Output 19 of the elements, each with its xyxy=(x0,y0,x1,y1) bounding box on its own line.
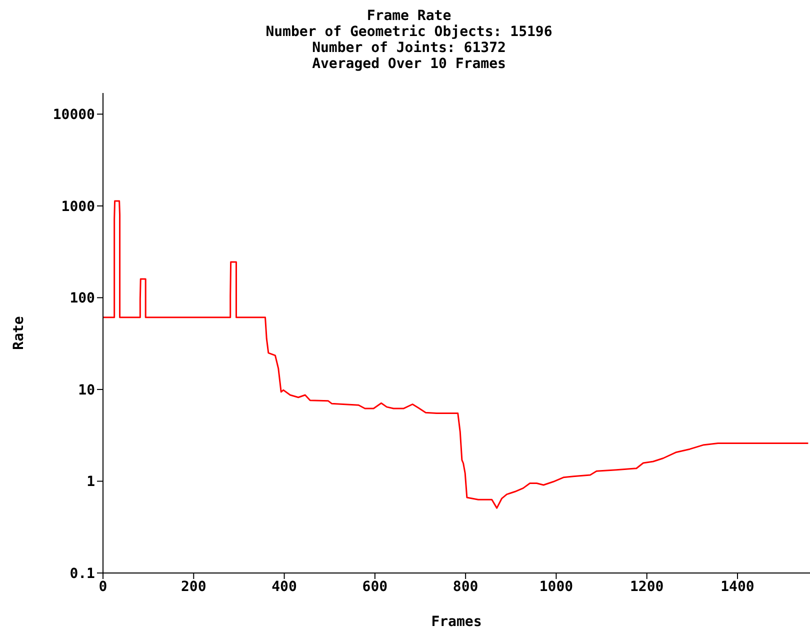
y-tick-label: 100 xyxy=(70,290,95,307)
x-tick-label: 0 xyxy=(98,578,108,595)
x-tick-label: 1200 xyxy=(630,578,664,595)
y-tick-label: 10000 xyxy=(52,107,95,124)
y-tick-label: 1 xyxy=(86,474,95,490)
x-tick-label: 400 xyxy=(272,578,297,595)
x-tick-label: 1400 xyxy=(720,578,754,595)
x-tick-label: 200 xyxy=(180,578,206,595)
chart-subtitle: Number of Geometric Objects: 15196 Number of Joints: 61372 Averaged Over 10 Frames xyxy=(264,24,554,72)
y-tick-label: 0.1 xyxy=(70,566,95,582)
x-axis-title: Frames xyxy=(431,614,482,630)
y-tick-label: 1000 xyxy=(61,198,95,215)
y-axis-title: Rate xyxy=(10,316,27,350)
x-tick-label: 800 xyxy=(452,578,478,595)
y-tick-label: 10 xyxy=(78,382,95,398)
x-tick-label: 1000 xyxy=(539,578,574,595)
line-series xyxy=(103,200,809,509)
x-tick-label: 600 xyxy=(362,578,388,595)
chart-title: Frame Rate xyxy=(366,8,452,24)
